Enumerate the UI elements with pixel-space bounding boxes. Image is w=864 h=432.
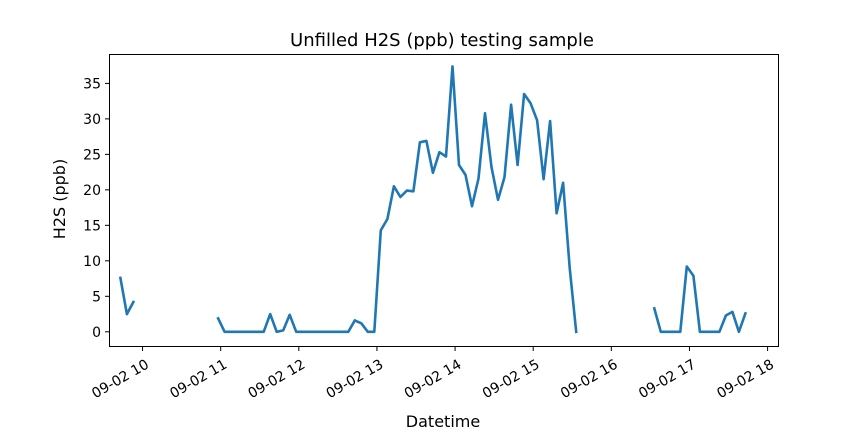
series-line-segment xyxy=(118,276,136,316)
y-tick-label: 5 xyxy=(92,289,101,305)
x-tick-label: 09-02 16 xyxy=(558,357,621,402)
x-tick-label: 09-02 15 xyxy=(480,357,543,402)
x-tick-label: 09-02 17 xyxy=(636,357,699,402)
x-tick-label: 09-02 11 xyxy=(167,357,230,402)
y-tick-label: 0 xyxy=(92,325,101,341)
y-tick-label: 20 xyxy=(83,183,101,199)
y-tick-label: 15 xyxy=(83,218,101,234)
x-tick-label: 09-02 12 xyxy=(246,357,309,402)
x-tick-label: 09-02 18 xyxy=(714,357,777,402)
x-tick-label: 09-02 10 xyxy=(89,357,152,402)
y-tick-label: 35 xyxy=(83,76,101,92)
series-line-segment xyxy=(216,65,578,334)
y-tick-label: 30 xyxy=(83,112,101,128)
x-axis-label: Datetime xyxy=(406,412,480,431)
chart-title: Unfilled H2S (ppb) testing sample xyxy=(290,30,594,51)
y-axis-ticks: 0 5 10 15 20 25 30 35 xyxy=(83,76,110,341)
y-axis-label: H2S (ppb) xyxy=(50,159,69,239)
x-tick-label: 09-02 14 xyxy=(402,357,465,402)
x-tick-label: 09-02 13 xyxy=(324,357,387,402)
y-tick-label: 25 xyxy=(83,147,101,163)
y-tick-label: 10 xyxy=(83,254,101,270)
axes-frame xyxy=(109,54,779,347)
series-line-segment xyxy=(652,265,748,334)
plot-area xyxy=(118,65,748,334)
x-axis-ticks: 09-02 10 09-02 11 09-02 12 09-02 13 09-02 14… xyxy=(89,346,777,402)
